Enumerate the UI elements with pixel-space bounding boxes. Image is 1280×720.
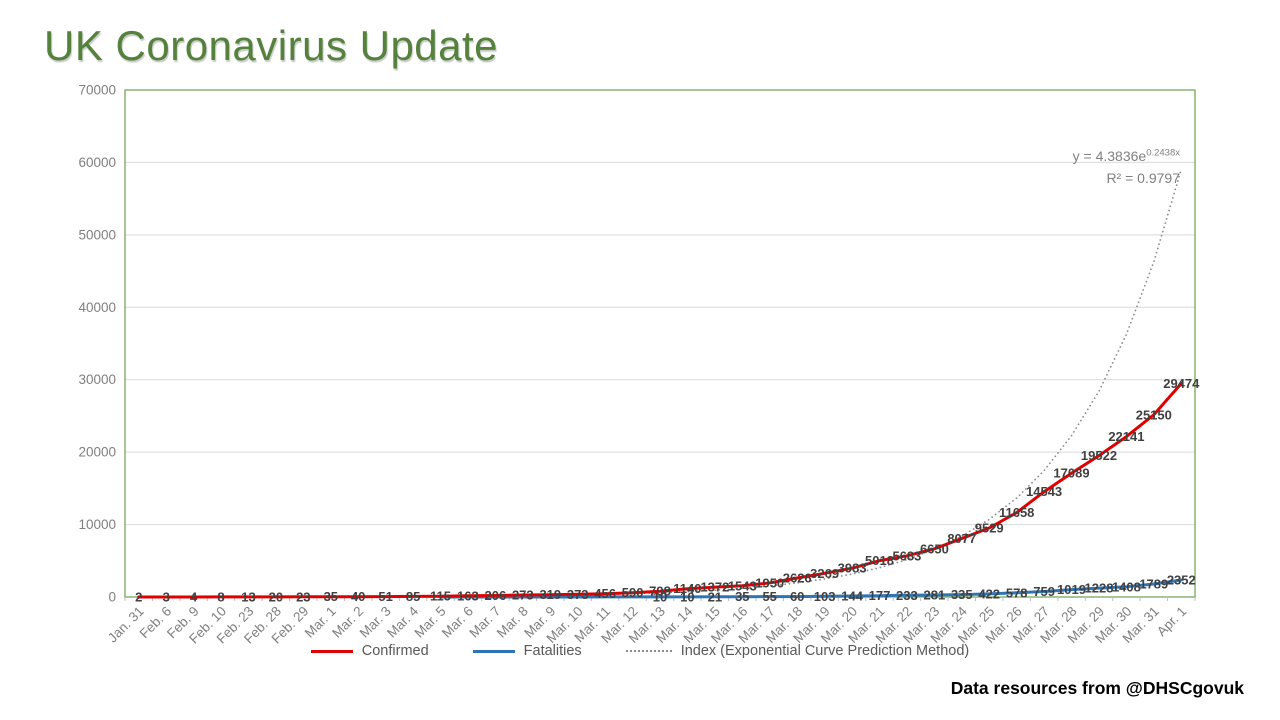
fatalities-data-label: 1408 [1112, 579, 1141, 594]
confirmed-data-label: 22141 [1108, 429, 1144, 444]
legend-item-confirmed: Confirmed [310, 643, 429, 659]
equation-exponent: 0.2438x [1146, 147, 1180, 159]
confirmed-data-label: 206 [485, 588, 507, 603]
confirmed-data-label: 1950 [755, 575, 784, 590]
confirmed-data-label: 19522 [1081, 448, 1117, 463]
y-axis-tick-label: 60000 [78, 155, 116, 170]
confirmed-data-label: 6650 [920, 541, 949, 556]
confirmed-line [137, 382, 1183, 599]
fatalities-data-label: 35 [735, 589, 749, 604]
confirmed-data-label: 85 [406, 589, 420, 604]
equation-r-squared: R² = 0.9797 [1106, 169, 1180, 186]
confirmed-data-label: 11658 [999, 505, 1034, 520]
y-axis-tick-label: 20000 [78, 445, 116, 460]
fatalities-data-label: 21 [708, 589, 722, 604]
confirmed-data-label: 8 [217, 589, 224, 604]
confirmed-data-label: 319 [539, 587, 561, 602]
confirmed-data-label: 14543 [1026, 484, 1062, 499]
equation-base: y = 4.3836e [1072, 148, 1147, 164]
y-axis-tick-label: 50000 [78, 227, 116, 242]
y-axis-tick-label: 70000 [78, 83, 116, 98]
confirmed-data-label: 9529 [975, 521, 1004, 536]
confirmed-data-label: 798 [649, 584, 671, 599]
legend-label-fatalities: Fatalities [523, 643, 582, 659]
fatalities-data-label: 1789 [1139, 577, 1168, 592]
confirmed-data-label: 17089 [1053, 466, 1089, 481]
confirmed-data-label: 35 [324, 589, 338, 604]
trendline-equation: y = 4.3836e0.2438x R² = 0.9797 [1030, 146, 1180, 189]
fatalities-data-label: 1019 [1057, 582, 1086, 597]
y-axis-tick-label: 0 [108, 590, 116, 605]
confirmed-data-label: 40 [351, 589, 365, 604]
prediction-dotted-swatch [625, 650, 672, 652]
fatalities-line [439, 578, 1183, 599]
confirmed-data-label: 1140 [673, 581, 701, 596]
confirmed-data-label: 273 [512, 588, 534, 603]
confirmed-data-label: 3 [163, 590, 170, 605]
y-axis-tick-label: 10000 [78, 517, 116, 532]
fatalities-line-swatch [472, 649, 515, 653]
confirmed-data-label: 1372 [700, 580, 729, 595]
fatalities-data-label: 177 [869, 588, 891, 603]
confirmed-data-label: 8077 [947, 531, 976, 546]
legend-label-confirmed: Confirmed [361, 643, 429, 659]
legend-item-index-prediction: Index (Exponential Curve Prediction Meth… [625, 643, 970, 659]
fatalities-data-label: 1228 [1085, 581, 1114, 596]
confirmed-data-label: 4 [190, 590, 198, 605]
confirmed-data-label: 25150 [1136, 407, 1172, 422]
confirmed-line-swatch [310, 649, 353, 653]
fatalities-data-label: 578 [1006, 585, 1028, 600]
confirmed-data-label: 115 [430, 589, 451, 604]
fatalities-data-label: 55 [762, 589, 776, 604]
confirmed-data-label: 1543 [728, 578, 757, 593]
fatalities-data-label: 422 [978, 586, 1000, 601]
data-source-credit: Data resources from @DHSCgovuk [950, 678, 1244, 698]
confirmed-data-label: 2626 [783, 571, 812, 586]
fatalities-data-label: 60 [790, 589, 804, 604]
confirmed-data-label: 29474 [1163, 376, 1200, 391]
confirmed-data-label: 590 [622, 585, 644, 600]
x-axis-tick-label: Apr. 1 [1154, 604, 1190, 640]
fatalities-data-label: 103 [814, 589, 836, 604]
fatalities-data-label: 233 [896, 588, 918, 603]
legend-label-index-prediction: Index (Exponential Curve Prediction Meth… [680, 643, 970, 659]
fatalities-data-label: 281 [924, 588, 946, 603]
confirmed-data-label: 51 [378, 589, 392, 604]
page-title: UK Coronavirus Update [44, 22, 499, 69]
confirmed-data-label: 373 [567, 587, 589, 602]
confirmed-data-label: 20 [269, 589, 283, 604]
chart-legend: Confirmed Fatalities Index (Exponential … [0, 643, 1280, 659]
equation-formula: y = 4.3836e0.2438x [1030, 146, 1180, 168]
confirmed-data-label: 163 [457, 588, 479, 603]
confirmed-data-label: 13 [241, 589, 255, 604]
confirmed-data-label: 456 [594, 586, 616, 601]
index-line [137, 168, 1183, 598]
fatalities-data-label: 10 [680, 589, 694, 604]
x-axis-tick-label: Jan. 31 [105, 604, 147, 646]
fatalities-data-label: 10 [653, 589, 667, 604]
fatalities-data-label: 144 [841, 589, 863, 604]
fatalities-data-label: 2352 [1167, 573, 1196, 588]
confirmed-data-label: 2 [135, 590, 142, 605]
confirmed-data-label: 3269 [810, 566, 839, 581]
confirmed-data-label: 5018 [865, 553, 894, 568]
confirmed-data-label: 23 [296, 589, 310, 604]
confirmed-data-label: 3983 [838, 561, 867, 576]
fatalities-data-label: 335 [951, 587, 973, 602]
fatalities-data-label: 759 [1033, 584, 1055, 599]
legend-item-fatalities: Fatalities [472, 643, 582, 659]
y-axis-tick-label: 30000 [78, 372, 116, 387]
y-axis-tick-label: 40000 [78, 300, 116, 315]
confirmed-data-label: 5683 [892, 548, 921, 563]
